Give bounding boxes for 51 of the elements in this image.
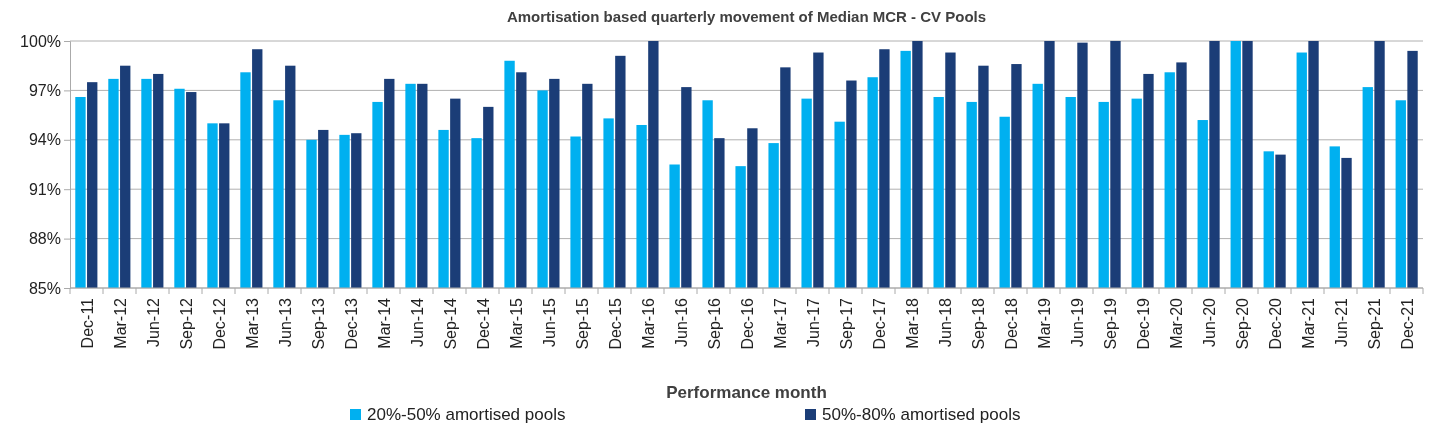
x-axis-title: Performance month [666,383,827,402]
x-tick-label: Jun-18 [936,297,954,347]
x-tick-label: Sep-15 [573,297,591,350]
x-tick-label: Sep-14 [441,297,459,350]
x-tick-label: Jun-21 [1332,297,1350,347]
legend-label: 20%-50% amortised pools [367,405,566,424]
x-tick-label: Jun-16 [672,297,690,347]
x-tick-label: Mar-13 [243,297,261,349]
x-tick-label: Dec-17 [870,297,888,350]
x-tick-label: Mar-17 [771,297,789,349]
x-tick-label: Jun-17 [804,297,822,347]
x-tick-label: Dec-14 [474,297,492,350]
x-tick-label: Dec-20 [1266,297,1284,350]
x-tick-label: Dec-13 [342,297,360,350]
y-tick-label: 85% [28,279,61,297]
y-tick-label: 94% [28,131,61,149]
x-tick-label: Mar-19 [1035,297,1053,349]
x-tick-label: Sep-13 [309,297,327,350]
x-tick-label: Sep-21 [1365,297,1383,350]
legend-label: 50%-80% amortised pools [822,405,1021,424]
x-tick-label: Sep-18 [969,297,987,350]
x-tick-label: Mar-21 [1299,297,1317,349]
x-tick-label: Sep-17 [837,297,855,350]
x-tick-label: Dec-15 [606,297,624,350]
x-tick-label: Jun-20 [1200,297,1218,347]
x-tick-label: Jun-15 [540,297,558,347]
x-tick-label: Sep-20 [1233,297,1251,350]
x-tick-label: Mar-16 [639,297,657,349]
x-tick-label: Mar-14 [375,297,393,349]
y-tick-label: 91% [28,180,61,198]
x-tick-label: Mar-15 [507,297,525,349]
x-tick-label: Dec-18 [1002,297,1020,350]
x-tick-label: Jun-13 [276,297,294,347]
x-tick-label: Dec-11 [78,297,96,349]
x-tick-label: Sep-19 [1101,297,1119,350]
chart-title: Amortisation based quarterly movement of Median MCR - CV Pools [506,8,987,25]
y-tick-label: 100% [20,32,61,50]
y-tick-label: 88% [28,230,61,248]
x-tick-label: Dec-21 [1398,297,1416,350]
x-tick-label: Sep-16 [705,297,723,350]
x-tick-label: Dec-16 [738,297,756,350]
x-tick-label: Mar-12 [111,297,129,349]
x-tick-label: Jun-14 [408,297,426,347]
y-tick-label: 97% [28,82,61,100]
x-tick-label: Sep-12 [177,297,195,350]
x-tick-label: Jun-19 [1068,297,1086,347]
x-tick-label: Dec-19 [1134,297,1152,350]
x-tick-label: Dec-12 [210,297,228,350]
x-tick-label: Mar-20 [1167,297,1185,349]
x-tick-label: Mar-18 [903,297,921,349]
x-tick-label: Jun-12 [144,297,162,347]
